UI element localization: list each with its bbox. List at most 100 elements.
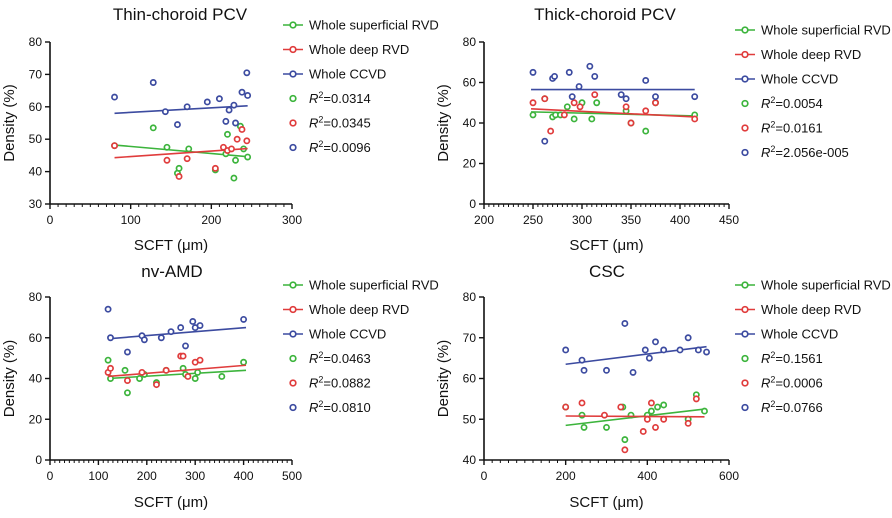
legend-label: Whole deep RVD [309,302,409,317]
data-point [196,356,204,364]
legend-marker [741,354,749,363]
series-2 [562,395,705,454]
data-point [183,155,191,163]
chart-title: CSC [589,262,625,281]
series-3 [529,62,699,145]
x-tick-label: 200 [137,469,157,483]
data-point [639,428,647,435]
chart-panel-3: nv-AMD 0 100 200 300 400 500 0 20 40 60 80 SCFT (μm)… [1,262,439,511]
series-2 [111,126,251,180]
data-point [174,121,181,129]
data-point [218,373,226,380]
data-point [189,318,197,325]
y-tick-label: 50 [463,412,477,426]
legend-label: Whole CCVD [761,72,838,87]
data-point [588,115,596,123]
data-point [570,115,578,123]
x-axis-label: SCFT (μm) [134,237,208,254]
legend-label: Whole CCVD [761,327,838,342]
legend-marker [741,148,749,157]
regression-line [531,108,695,118]
data-point [194,368,202,376]
data-point [565,68,573,76]
legend-marker [289,403,297,412]
data-point [691,93,699,101]
legend-marker [289,70,297,78]
data-point [642,127,650,135]
data-point [163,143,171,151]
regression-line [565,408,705,427]
legend-marker [741,305,749,314]
series-3 [562,320,710,376]
y-tick-label: 30 [29,197,43,211]
x-tick-label: 600 [719,469,739,483]
x-tick-label: 450 [719,213,739,227]
data-point [240,315,248,323]
y-tick-label: 70 [29,67,43,81]
data-point [593,99,601,107]
x-axis-label: SCFT (μm) [569,494,643,511]
y-tick-label: 60 [29,100,43,114]
y-tick-label: 80 [29,35,43,49]
data-point [157,334,165,342]
data-point [104,356,112,364]
y-tick-label: 0 [469,197,476,211]
y-tick-label: 80 [29,290,43,304]
data-point [701,407,708,415]
data-point [244,153,252,161]
legend-r2-label: R2=0.0882 [309,375,371,391]
legend: Whole superficial RVD Whole deep RVD Whole… [735,23,891,160]
data-point [175,173,183,180]
x-tick-label: 100 [121,213,141,227]
data-point [578,411,586,419]
data-point [562,403,570,411]
data-point [230,174,238,182]
data-point [541,95,549,103]
regression-line [108,364,247,378]
data-point [149,124,157,132]
y-tick-label: 80 [463,290,477,304]
data-point [647,399,655,407]
data-point [123,377,131,384]
data-point [562,346,570,354]
legend-r2-label: R2=0.0054 [761,95,823,111]
data-point [580,366,588,374]
legend-marker [289,379,297,387]
y-tick-label: 40 [29,372,43,386]
legend-r2-label: R2=0.0161 [761,120,823,136]
legend-marker [741,75,749,83]
regression-line [114,105,248,115]
data-point [196,322,204,329]
data-point [643,415,651,423]
data-point [177,324,185,332]
chart-title: Thick-choroid PCV [534,5,676,24]
legend-marker [741,379,749,387]
y-tick-label: 20 [29,412,43,426]
y-axis-label: Density (%) [1,340,18,418]
data-point [123,348,131,356]
data-point [603,366,610,374]
data-point [621,320,629,327]
legend-marker [289,330,297,338]
data-point [232,119,239,127]
data-point [660,346,668,354]
legend-marker [289,143,297,152]
y-tick-label: 20 [463,157,477,171]
regression-line [108,369,247,380]
data-point [692,395,700,403]
data-point [167,328,175,336]
y-tick-label: 80 [463,35,477,49]
legend-marker [289,119,297,127]
legend-marker [289,305,297,314]
legend-marker [741,50,749,59]
data-point [138,368,146,376]
data-point [121,366,129,374]
x-tick-label: 0 [481,469,488,483]
legend-r2-label: R2=2.056e-005 [761,144,849,160]
series-3 [104,305,248,356]
data-point [694,346,702,354]
data-point [603,423,610,431]
data-point [153,381,160,389]
